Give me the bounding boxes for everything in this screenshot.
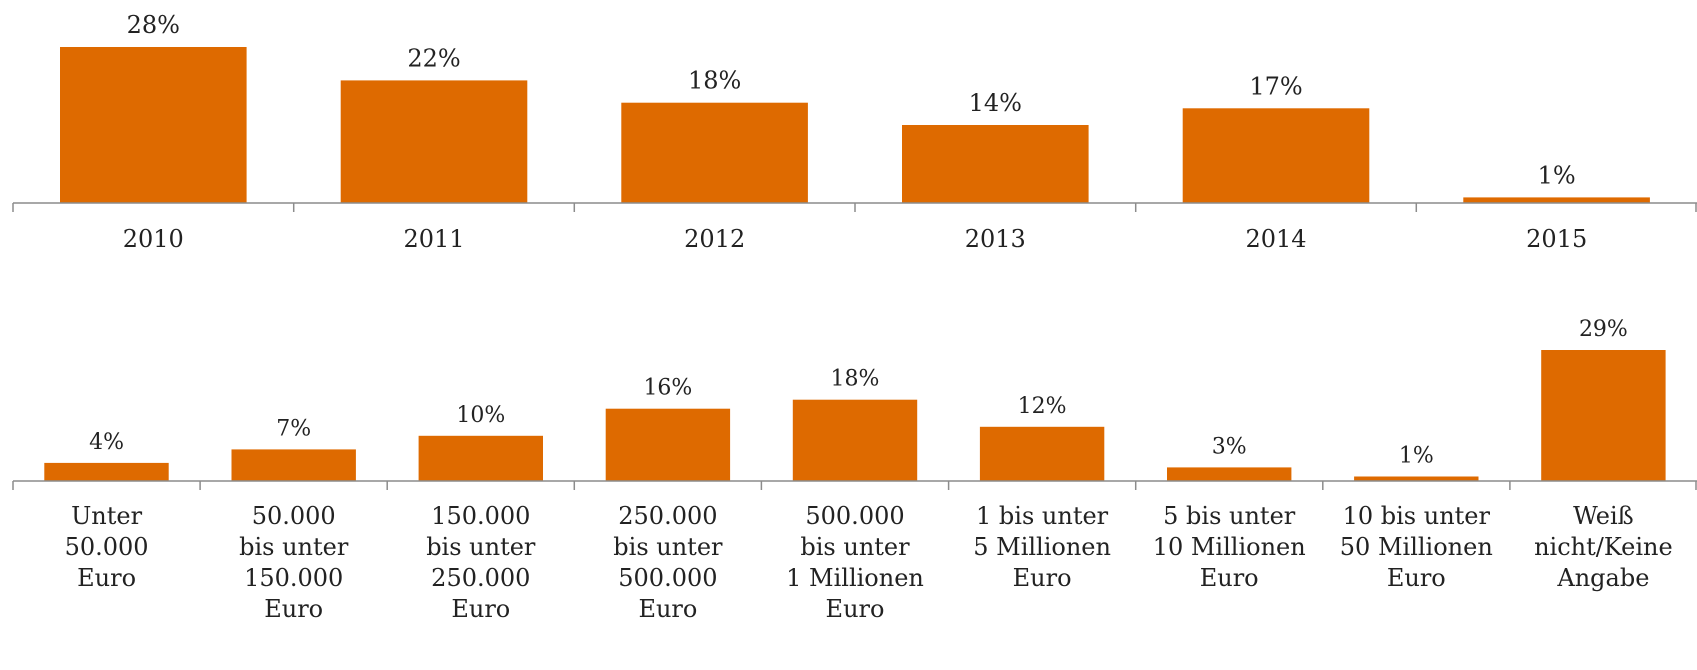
value-label-1: 7%: [276, 416, 311, 441]
year-bar-chart: 28% 22% 18% 14% 17% 1% 2010 2011 2012 2013 2014 201…: [12, 11, 1697, 253]
bar-2: [418, 435, 543, 481]
value-label-0: 4%: [89, 430, 124, 455]
bar-0: [60, 47, 247, 203]
bar-2: [621, 102, 808, 203]
value-label-3: 16%: [643, 376, 692, 401]
category-label-4: 500.000 bis unter 1 Millionen Euro: [786, 502, 924, 623]
bar-3: [605, 408, 731, 481]
category-label-3: 2013: [965, 225, 1026, 253]
category-label-3: 250.000 bis unter 500.000 Euro: [613, 502, 723, 623]
value-label-2: 18%: [688, 67, 741, 95]
bar-7: [1354, 476, 1479, 481]
bar-6: [1167, 467, 1292, 481]
category-label-2: 2012: [684, 225, 745, 253]
bar-4: [792, 399, 918, 481]
bar-4: [1182, 108, 1370, 203]
category-label-7: 10 bis unter 50 Millionen Euro: [1340, 502, 1493, 592]
category-label-6: 5 bis unter 10 Millionen Euro: [1153, 502, 1306, 592]
category-label-1: 50.000 bis unter 150.000 Euro: [239, 502, 349, 623]
category-label-2: 150.000 bis unter 250.000 Euro: [426, 502, 536, 623]
category-label-5: 1 bis unter 5 Millionen Euro: [973, 502, 1111, 592]
value-label-2: 10%: [456, 403, 505, 428]
value-label-1: 22%: [407, 44, 460, 72]
category-label-4: 2014: [1245, 225, 1306, 253]
value-label-5: 1%: [1538, 161, 1576, 189]
value-label-6: 3%: [1212, 434, 1247, 459]
value-label-0: 28%: [127, 11, 180, 39]
value-label-5: 12%: [1018, 394, 1067, 419]
value-label-3: 14%: [969, 89, 1022, 117]
amount-bar-chart: 4% 7% 10% 16% 18% 12% 3% 1% 29% Unter 50.000 Euro 50…: [12, 317, 1697, 623]
bar-8: [1541, 350, 1666, 481]
value-label-7: 1%: [1399, 444, 1434, 469]
bar-0: [44, 462, 169, 481]
bar-3: [902, 125, 1089, 203]
value-label-8: 29%: [1579, 317, 1628, 342]
category-label-0: Unter 50.000 Euro: [65, 502, 149, 592]
category-label-0: 2010: [123, 225, 184, 253]
bar-5: [979, 426, 1105, 481]
category-label-5: 2015: [1526, 225, 1587, 253]
bar-5: [1463, 197, 1650, 203]
bar-1: [340, 80, 528, 203]
value-label-4: 18%: [831, 367, 880, 392]
category-label-8: Weiß nicht/Keine Angabe: [1534, 502, 1673, 592]
bar-1: [231, 449, 356, 481]
category-label-1: 2011: [403, 225, 464, 253]
value-label-4: 17%: [1249, 72, 1302, 100]
